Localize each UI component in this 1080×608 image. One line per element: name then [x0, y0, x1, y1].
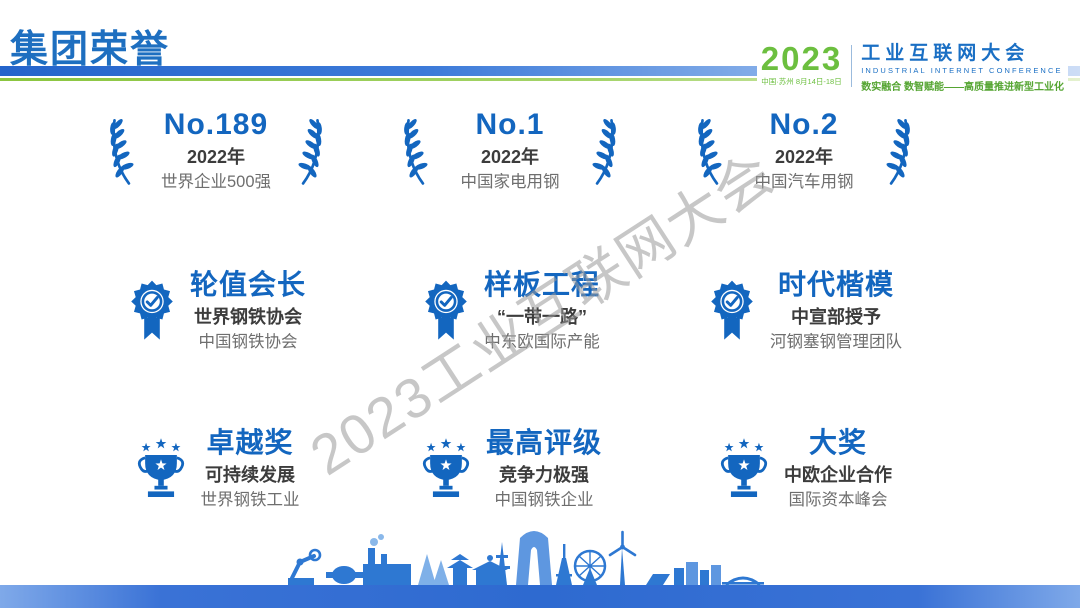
honor-text: 样板工程 “一带一路” 中东欧国际产能 — [484, 268, 600, 353]
conference-logo: 2023 中国·苏州 8月14日-18日 工业互联网大会 INDUSTRIAL … — [756, 36, 1068, 95]
honor-text: No.2 2022年 中国汽车用钢 — [725, 108, 883, 193]
logo-venue-date: 中国·苏州 8月14日-18日 — [761, 77, 842, 86]
trophy-stars-icon — [418, 436, 474, 502]
honor-line1: “一带一路” — [496, 307, 587, 327]
city-skyline-industry-graphic — [0, 530, 1080, 608]
logo-title-block: 工业互联网大会 INDUSTRIAL INTERNET CONFERENCE 数… — [861, 38, 1064, 93]
logo-divider — [851, 44, 853, 87]
honor-text: No.189 2022年 世界企业500强 — [137, 108, 295, 193]
honor-title: No.1 — [475, 108, 545, 141]
laurel-left-icon — [402, 115, 430, 185]
honor-line2: 中国家电用钢 — [460, 173, 560, 191]
honor-line1: 2022年 — [480, 147, 540, 167]
honor-title: 时代楷模 — [777, 269, 894, 300]
honor-title: No.189 — [163, 108, 269, 141]
honor-line1: 中欧企业合作 — [784, 465, 892, 485]
honor-line2: 世界企业500强 — [160, 173, 272, 191]
honor-text: 轮值会长 世界钢铁协会 中国钢铁协会 — [190, 268, 306, 353]
honor-line1: 中宣部授予 — [791, 307, 881, 327]
medal-rosette-check-icon — [129, 278, 175, 341]
logo-year: 2023 — [760, 40, 843, 77]
page-title: 集团荣誉 — [10, 29, 171, 71]
honor-title: 样板工程 — [483, 269, 600, 300]
honor-text: 最高评级 竞争力极强 中国钢铁企业 — [486, 426, 602, 511]
honor-line2: 中国汽车用钢 — [754, 173, 854, 191]
honor-text: No.1 2022年 中国家电用钢 — [431, 108, 589, 193]
honor-title: No.2 — [769, 108, 839, 141]
honor-text: 卓越奖 可持续发展 世界钢铁工业 — [201, 426, 300, 511]
honor-card-trophy-2: 最高评级 竞争力极强 中国钢铁企业 — [364, 426, 656, 511]
header-rule-blue — [0, 66, 1080, 76]
honor-card-rank-2: No.1 2022年 中国家电用钢 — [364, 108, 656, 193]
trophy-stars-icon — [133, 436, 189, 502]
honor-row-medals: 轮值会长 世界钢铁协会 中国钢铁协会 样板工程 “一带一路” 中东欧国际产能 时… — [70, 268, 950, 353]
honor-line2: 国际资本峰会 — [788, 491, 888, 509]
honor-line2: 中国钢铁企业 — [494, 491, 594, 509]
medal-rosette-check-icon — [709, 278, 755, 341]
laurel-right-icon — [884, 115, 912, 185]
logo-title-en: INDUSTRIAL INTERNET CONFERENCE — [861, 66, 1063, 75]
honor-line1: 2022年 — [186, 147, 246, 167]
honor-title: 轮值会长 — [189, 269, 306, 300]
honor-card-medal-1: 轮值会长 世界钢铁协会 中国钢铁协会 — [70, 268, 362, 353]
logo-slogan: 数实融合 数智赋能——高质量推进新型工业化 — [861, 82, 1064, 93]
laurel-right-icon — [296, 115, 324, 185]
honor-text: 大奖 中欧企业合作 国际资本峰会 — [784, 426, 892, 511]
honor-line2: 世界钢铁工业 — [200, 491, 300, 509]
honor-line1: 世界钢铁协会 — [193, 307, 302, 327]
logo-year-block: 2023 中国·苏州 8月14日-18日 — [760, 40, 843, 87]
laurel-left-icon — [108, 115, 136, 185]
honor-line2: 中国钢铁协会 — [198, 333, 298, 351]
honor-card-rank-3: No.2 2022年 中国汽车用钢 — [658, 108, 950, 193]
honor-line2: 中东欧国际产能 — [484, 333, 600, 351]
header-rule-green — [0, 78, 1080, 81]
honor-card-trophy-1: 卓越奖 可持续发展 世界钢铁工业 — [70, 426, 362, 511]
honor-row-ranks: No.189 2022年 世界企业500强 No.1 2022年 中国家电用钢 … — [70, 108, 950, 193]
honor-line2: 河钢塞钢管理团队 — [770, 333, 902, 351]
honor-card-medal-2: 样板工程 “一带一路” 中东欧国际产能 — [364, 268, 656, 353]
honor-title: 最高评级 — [485, 427, 602, 458]
honor-title: 卓越奖 — [206, 427, 294, 458]
laurel-right-icon — [590, 115, 618, 185]
honor-text: 时代楷模 中宣部授予 河钢塞钢管理团队 — [770, 268, 902, 353]
honor-line1: 可持续发展 — [205, 465, 295, 485]
honor-title: 大奖 — [808, 427, 867, 458]
honor-card-medal-3: 时代楷模 中宣部授予 河钢塞钢管理团队 — [658, 268, 950, 353]
medal-rosette-check-icon — [423, 278, 469, 341]
honor-row-trophies: 卓越奖 可持续发展 世界钢铁工业 最高评级 竞争力极强 中国钢铁企业 大奖 中欧… — [70, 426, 950, 511]
honor-line1: 竞争力极强 — [498, 465, 589, 485]
honor-card-rank-1: No.189 2022年 世界企业500强 — [70, 108, 362, 193]
honor-line1: 2022年 — [774, 147, 834, 167]
logo-title-cn: 工业互联网大会 — [861, 43, 1030, 64]
honor-card-trophy-3: 大奖 中欧企业合作 国际资本峰会 — [658, 426, 950, 511]
laurel-left-icon — [696, 115, 724, 185]
trophy-stars-icon — [716, 436, 772, 502]
